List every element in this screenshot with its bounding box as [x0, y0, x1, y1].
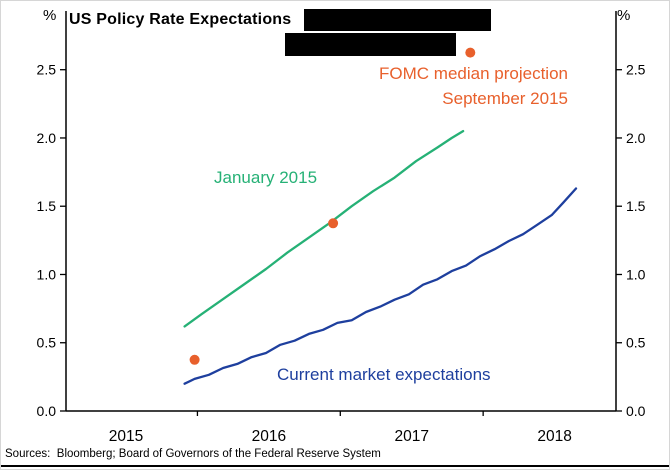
- market-expectations-series-label: Current market expectations: [277, 365, 491, 384]
- fomc-dot: [465, 47, 476, 58]
- x-tick-label: 2016: [252, 428, 286, 445]
- y-tick-label-left: 1.0: [37, 266, 57, 282]
- y-tick-label-right: 2.0: [626, 130, 646, 146]
- y-tick-label-left: 0.0: [37, 403, 57, 419]
- sources-note: Sources: Bloomberg; Board of Governors o…: [5, 448, 381, 460]
- chart-title: US Policy Rate Expectations: [69, 11, 292, 28]
- fomc-projection-label: FOMC median projection September 2015: [379, 61, 568, 111]
- series-line-january-2015: [183, 129, 465, 328]
- fomc-projection-label-line1: FOMC median projection: [379, 64, 568, 83]
- footer-rule: [1, 465, 669, 467]
- y-tick-label-left: 2.5: [37, 62, 57, 78]
- january-2015-series-label: January 2015: [214, 168, 318, 187]
- y-axis-unit-left: %: [43, 7, 57, 24]
- redaction-box-1: [304, 9, 491, 31]
- series-line-current-market-expectations: [183, 187, 578, 385]
- x-tick-label: 2018: [537, 428, 571, 445]
- y-tick-label-right: 1.5: [626, 198, 646, 214]
- y-tick-label-right: 0.5: [626, 335, 646, 351]
- x-tick-label: 2015: [109, 428, 143, 445]
- fomc-projection-label-line2: September 2015: [442, 89, 568, 108]
- y-axis-unit-right: %: [617, 7, 631, 24]
- y-tick-label-right: 1.0: [626, 266, 646, 282]
- y-tick-label-right: 2.5: [626, 62, 646, 78]
- y-tick-label-right: 0.0: [626, 403, 646, 419]
- x-tick-label: 2017: [394, 428, 428, 445]
- y-tick-label-left: 2.0: [37, 130, 57, 146]
- fomc-dot: [328, 218, 339, 229]
- fomc-dot: [189, 354, 200, 365]
- y-tick-label-left: 0.5: [37, 335, 57, 351]
- y-tick-label-left: 1.5: [37, 198, 57, 214]
- redaction-box-2: [285, 33, 456, 56]
